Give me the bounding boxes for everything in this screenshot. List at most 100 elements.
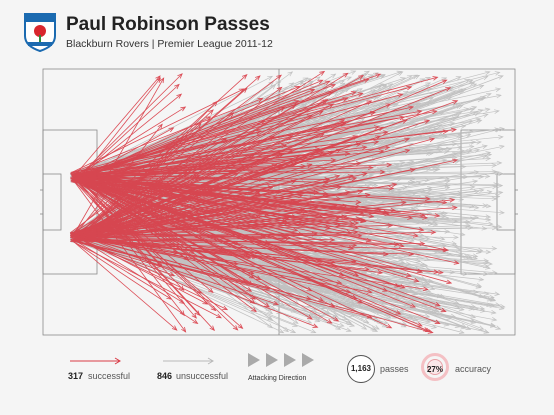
successful-pass-head	[281, 143, 288, 149]
unsuccessful-pass-head	[478, 325, 485, 330]
successful-pass-head	[424, 119, 431, 125]
successful-pass	[75, 162, 361, 180]
unsuccessful-pass-head	[412, 316, 419, 322]
successful-pass-head	[210, 305, 217, 312]
successful-pass-head	[409, 167, 416, 173]
successful-arrow-icon	[70, 357, 121, 365]
successful-pass	[77, 209, 382, 237]
unsuccessful-pass-head	[489, 323, 496, 328]
successful-pass-head	[391, 182, 398, 188]
successful-pass	[70, 173, 239, 235]
unsuccessful-pass-head	[465, 133, 472, 138]
unsuccessful-pass-head	[491, 169, 498, 174]
unsuccessful-pass-head	[268, 81, 275, 87]
unsuccessful-pass-head	[491, 163, 498, 168]
successful-pass	[72, 240, 178, 331]
successful-pass-head	[180, 106, 187, 112]
successful-pass-head	[441, 79, 448, 84]
left-goal	[40, 189, 44, 215]
successful-pass	[71, 120, 265, 234]
successful-pass-head	[241, 74, 248, 80]
successful-pass-head	[171, 325, 178, 331]
unsuccessful-pass-head	[418, 232, 425, 237]
successful-pass	[72, 180, 273, 189]
unsuccessful-pass-head	[397, 71, 404, 76]
unsuccessful-pass-head	[442, 211, 449, 216]
successful-pass	[70, 177, 452, 284]
successful-pass	[71, 181, 319, 194]
left-six-yard-box	[42, 173, 62, 231]
unsuccessful-pass-head	[306, 319, 313, 324]
successful-pass-head	[273, 300, 280, 306]
successful-pass-head	[197, 219, 204, 224]
blackburn-rovers-crest-icon	[24, 13, 56, 52]
successful-pass-head	[305, 295, 312, 301]
unsuccessful-pass-head	[363, 318, 370, 324]
successful-pass-head	[264, 302, 271, 308]
successful-pass-head	[313, 190, 320, 195]
unsuccessful-pass-head	[432, 222, 439, 227]
unsuccessful-pass-head	[450, 313, 457, 319]
successful-pass-head	[169, 271, 176, 277]
unsuccessful-pass-head	[267, 299, 274, 304]
unsuccessful-pass-head	[338, 322, 345, 327]
unsuccessful-pass-head	[473, 205, 480, 210]
unsuccessful-pass-head	[378, 83, 385, 88]
unsuccessful-pass-head	[447, 202, 454, 207]
unsuccessful-pass-head	[288, 82, 295, 88]
successful-pass-head	[407, 215, 414, 220]
unsuccessful-pass-head	[498, 305, 505, 311]
unsuccessful-pass-head	[497, 190, 504, 196]
successful-pass	[72, 232, 351, 293]
successful-pass-head	[200, 144, 207, 150]
unsuccessful-pass-head	[452, 151, 458, 157]
unsuccessful-pass-head	[346, 76, 353, 81]
unsuccessful-pass	[75, 238, 383, 314]
unsuccessful-pass-head	[470, 111, 477, 116]
unsuccessful-pass-head	[439, 236, 446, 241]
unsuccessful-pass-head	[377, 309, 383, 314]
accuracy-value: 27%	[426, 365, 443, 374]
successful-pass	[75, 238, 449, 251]
successful-pass	[73, 179, 253, 286]
unsuccessful-pass-head	[475, 117, 482, 123]
unsuccessful-pass-head	[465, 325, 472, 330]
unsuccessful-pass-head	[408, 159, 415, 165]
unsuccessful-pass-head	[485, 203, 492, 209]
successful-pass-head	[309, 88, 316, 94]
unsuccessful-pass-head	[350, 228, 357, 233]
successful-pass-head	[360, 218, 367, 223]
successful-pass	[71, 180, 297, 218]
successful-pass-head	[247, 280, 254, 286]
unsuccessful-pass-head	[496, 224, 503, 229]
unsuccessful-pass-head	[479, 305, 486, 311]
unsuccessful-pass-head	[310, 328, 317, 334]
successful-pass-head	[333, 316, 340, 322]
successful-pass	[74, 175, 423, 273]
successful-pass-head	[327, 91, 334, 96]
successful-pass	[71, 145, 287, 173]
successful-pass-head	[350, 91, 357, 96]
unsuccessful-pass-head	[426, 185, 433, 191]
successful-pass-head	[249, 273, 255, 279]
successful-pass	[70, 239, 388, 255]
unsuccessful-pass-head	[495, 325, 502, 330]
unsuccessful-pass-head	[345, 327, 352, 332]
successful-pass-head	[406, 85, 413, 91]
successful-pass-head	[325, 225, 332, 230]
successful-pass-head	[418, 227, 425, 232]
accuracy-badge: 27%	[421, 353, 449, 381]
successful-pass-head	[378, 149, 385, 154]
successful-pass	[78, 164, 296, 176]
total-passes-label: passes	[380, 364, 409, 374]
unsuccessful-pass-head	[459, 148, 466, 154]
unsuccessful-pass-head	[424, 313, 431, 319]
unsuccessful-pass-head	[467, 129, 474, 135]
unsuccessful-pass-head	[414, 74, 421, 80]
successful-pass-head	[212, 100, 218, 107]
page-subtitle: Blackburn Rovers | Premier League 2011-1…	[66, 38, 273, 50]
unsuccessful-pass-head	[489, 303, 496, 308]
successful-pass	[76, 73, 381, 178]
unsuccessful-pass-head	[451, 240, 457, 246]
successful-pass	[71, 71, 325, 235]
